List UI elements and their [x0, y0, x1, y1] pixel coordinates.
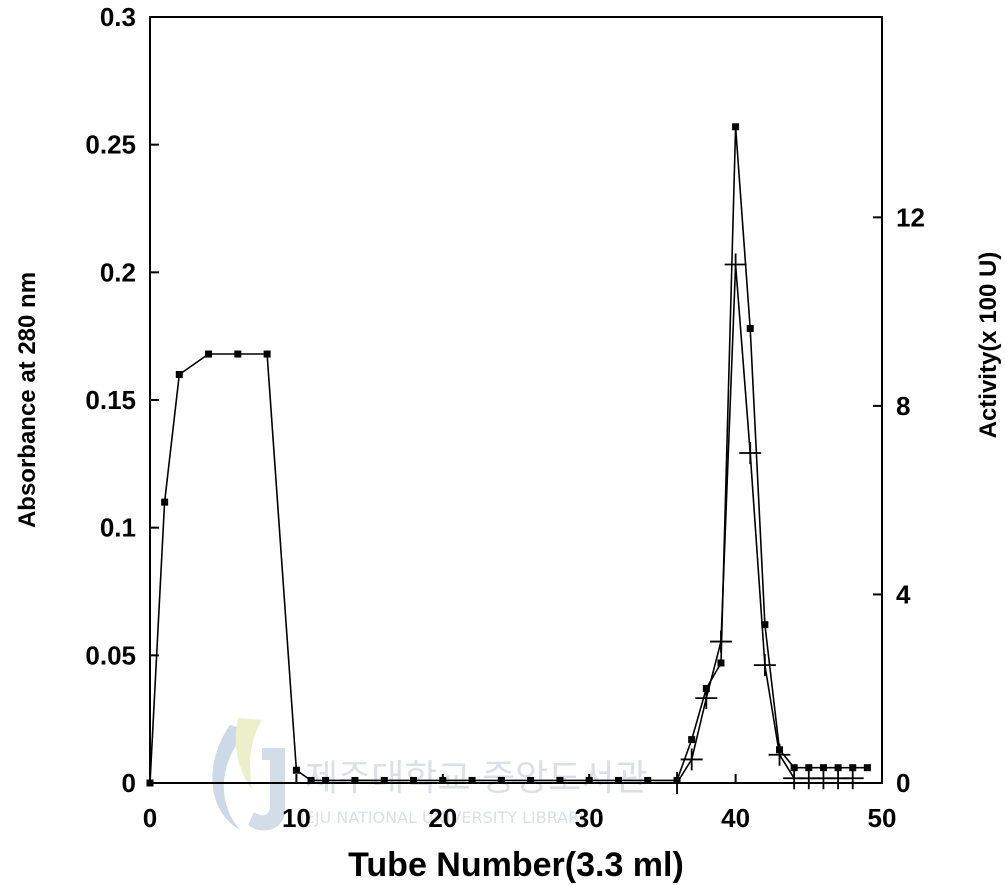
- absorbance-point: [497, 776, 505, 784]
- watermark-logo-leaf-icon: [235, 718, 262, 790]
- activity-point: [666, 772, 689, 794]
- absorbance-point: [556, 776, 564, 784]
- absorbance-point: [688, 736, 696, 744]
- left-y-tick-label: 0.1: [100, 513, 136, 543]
- left-y-axis: 0 0.05 0.1 0.15 0.2 0.25 0.3: [85, 2, 159, 798]
- absorbance-point: [468, 776, 476, 784]
- activity-point: [841, 767, 864, 790]
- left-y-tick-label: 0.2: [100, 257, 136, 287]
- absorbance-point: [410, 776, 418, 784]
- absorbance-point: [175, 370, 183, 378]
- activity-point: [753, 654, 776, 677]
- absorbance-point: [585, 776, 593, 784]
- right-y-tick-label: 4: [896, 579, 911, 609]
- absorbance-point: [717, 659, 725, 667]
- watermark-logo-icon: [212, 725, 248, 830]
- absorbance-point: [614, 776, 622, 784]
- absorbance-point: [161, 498, 169, 506]
- x-axis: 0 10 20 30 40 50: [143, 774, 897, 833]
- activity-point: [695, 687, 718, 710]
- activity-series-line: [676, 263, 853, 784]
- series-layer: [146, 123, 871, 794]
- activity-point: [739, 442, 762, 465]
- absorbance-point: [380, 776, 388, 784]
- absorbance-point: [863, 764, 871, 772]
- x-tick-label: 50: [868, 803, 897, 833]
- x-tick-label: 10: [282, 803, 311, 833]
- watermark-j-letter-icon: [248, 748, 285, 831]
- activity-point: [709, 630, 732, 653]
- left-y-tick-label: 0.15: [85, 385, 136, 415]
- absorbance-point: [307, 776, 315, 784]
- right-y-axis-title: Activity(x 100 U): [975, 252, 1002, 439]
- x-tick-label: 40: [721, 803, 750, 833]
- library-watermark: 제주대학교 중앙도서관 JEJU NATIONAL UNIVERSITY LIB…: [212, 718, 648, 831]
- absorbance-point: [761, 621, 769, 629]
- absorbance-point: [234, 350, 242, 358]
- x-axis-title: Tube Number(3.3 ml): [348, 846, 684, 884]
- plot-frame: [149, 16, 883, 784]
- x-tick-label: 30: [575, 803, 604, 833]
- x-tick-label: 0: [143, 803, 157, 833]
- activity-point: [768, 743, 791, 766]
- absorbance-point: [527, 776, 535, 784]
- absorbance-point: [292, 766, 300, 774]
- right-y-tick-label: 0: [896, 768, 910, 798]
- left-y-tick-label: 0.25: [85, 130, 136, 160]
- right-y-tick-label: 12: [896, 202, 925, 232]
- absorbance-point: [205, 350, 213, 358]
- absorbance-point: [351, 776, 359, 784]
- absorbance-point: [732, 123, 740, 131]
- left-y-tick-label: 0.3: [100, 2, 136, 32]
- activity-point: [724, 253, 747, 276]
- right-y-axis: 0 4 8 12: [873, 202, 925, 798]
- absorbance-point: [146, 779, 154, 787]
- absorbance-point: [439, 776, 447, 784]
- right-y-tick-label: 8: [896, 391, 910, 421]
- left-y-tick-label: 0.05: [85, 640, 136, 670]
- absorbance-point: [322, 776, 330, 784]
- watermark-english-text: JEJU NATIONAL UNIVERSITY LIBRARY: [299, 808, 588, 827]
- absorbance-series-line: [149, 126, 868, 784]
- activity-point: [680, 748, 703, 771]
- x-tick-label: 20: [428, 803, 457, 833]
- absorbance-point: [263, 350, 271, 358]
- left-y-axis-title: Absorbance at 280 nm: [14, 272, 41, 528]
- left-y-tick-label: 0: [122, 768, 136, 798]
- absorbance-point: [746, 325, 754, 333]
- absorbance-point: [644, 776, 652, 784]
